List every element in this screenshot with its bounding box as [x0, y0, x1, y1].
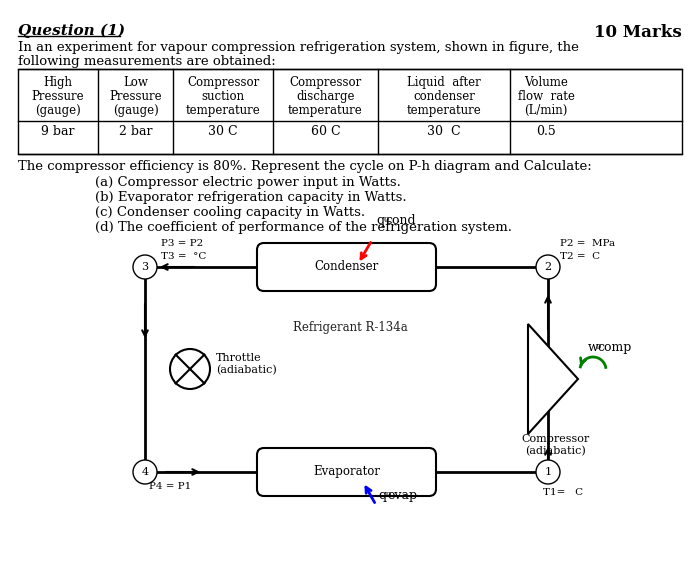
Text: 0: 0	[595, 343, 601, 351]
Text: Question (1): Question (1)	[18, 24, 125, 38]
Text: T2 =  C: T2 = C	[560, 252, 600, 261]
Text: temperature: temperature	[288, 104, 363, 117]
Text: temperature: temperature	[407, 104, 482, 117]
Text: The compressor efficiency is 80%. Represent the cycle on P-h diagram and Calcula: The compressor efficiency is 80%. Repres…	[18, 160, 592, 173]
Text: (d) The coefficient of performance of the refrigeration system.: (d) The coefficient of performance of th…	[95, 221, 512, 234]
Text: 30 C: 30 C	[208, 125, 238, 138]
Text: 2: 2	[545, 262, 552, 272]
Text: P3 = P2: P3 = P2	[161, 239, 203, 248]
Text: 60 C: 60 C	[311, 125, 340, 138]
Text: 9 bar: 9 bar	[41, 125, 75, 138]
FancyBboxPatch shape	[257, 448, 436, 496]
Text: Liquid  after: Liquid after	[407, 76, 481, 89]
Text: q: q	[378, 489, 386, 502]
Bar	[18, 69, 682, 154]
Text: 3: 3	[141, 262, 148, 272]
Text: T3 =  °C: T3 = °C	[161, 252, 206, 261]
Text: In an experiment for vapour compression refrigeration system, shown in figure, t: In an experiment for vapour compression …	[18, 41, 579, 54]
Text: Volume: Volume	[524, 76, 568, 89]
Text: following measurements are obtained:: following measurements are obtained:	[18, 55, 276, 68]
Text: Compressor: Compressor	[187, 76, 259, 89]
Text: Pressure: Pressure	[32, 90, 84, 103]
Text: 30  C: 30 C	[427, 125, 461, 138]
Circle shape	[133, 255, 157, 279]
Text: Compressor: Compressor	[289, 76, 362, 89]
FancyBboxPatch shape	[257, 243, 436, 291]
Circle shape	[133, 460, 157, 484]
Text: discharge: discharge	[296, 90, 355, 103]
Text: (gauge): (gauge)	[113, 104, 158, 117]
Text: 0: 0	[383, 216, 389, 224]
Text: Refrigerant R-134a: Refrigerant R-134a	[293, 321, 407, 333]
Text: Compressor
(adiabatic): Compressor (adiabatic)	[521, 434, 589, 456]
Text: comp: comp	[597, 341, 631, 354]
Text: 0.5: 0.5	[536, 125, 556, 138]
Text: (c) Condenser cooling capacity in Watts.: (c) Condenser cooling capacity in Watts.	[95, 206, 365, 219]
Text: (a) Compressor electric power input in Watts.: (a) Compressor electric power input in W…	[95, 176, 401, 189]
Text: Low: Low	[123, 76, 148, 89]
Text: 1: 1	[545, 467, 552, 477]
Text: flow  rate: flow rate	[517, 90, 575, 103]
Text: 0: 0	[385, 491, 391, 499]
Text: Throttle
(adiabatic): Throttle (adiabatic)	[216, 353, 276, 375]
Text: Evaporator: Evaporator	[313, 466, 380, 478]
Text: 2 bar: 2 bar	[119, 125, 153, 138]
Text: suction: suction	[202, 90, 244, 103]
Text: (L/min): (L/min)	[524, 104, 568, 117]
Polygon shape	[528, 324, 578, 434]
Text: w: w	[588, 341, 598, 354]
Text: cond: cond	[385, 214, 416, 227]
Text: Pressure: Pressure	[109, 90, 162, 103]
Text: q: q	[376, 214, 384, 227]
Circle shape	[536, 255, 560, 279]
Text: High: High	[43, 76, 73, 89]
Circle shape	[170, 349, 210, 389]
Text: T1=   C: T1= C	[543, 488, 583, 497]
Text: 10 Marks: 10 Marks	[594, 24, 682, 41]
Text: P2 =  MPa: P2 = MPa	[560, 239, 615, 248]
Text: (b) Evaporator refrigeration capacity in Watts.: (b) Evaporator refrigeration capacity in…	[95, 191, 407, 204]
Text: Condenser: Condenser	[314, 261, 379, 274]
Text: 4: 4	[141, 467, 148, 477]
Circle shape	[536, 460, 560, 484]
Text: evap: evap	[387, 489, 417, 502]
Text: P4 = P1: P4 = P1	[149, 482, 191, 491]
Text: (gauge): (gauge)	[35, 104, 81, 117]
Text: temperature: temperature	[186, 104, 260, 117]
Text: condenser: condenser	[413, 90, 475, 103]
